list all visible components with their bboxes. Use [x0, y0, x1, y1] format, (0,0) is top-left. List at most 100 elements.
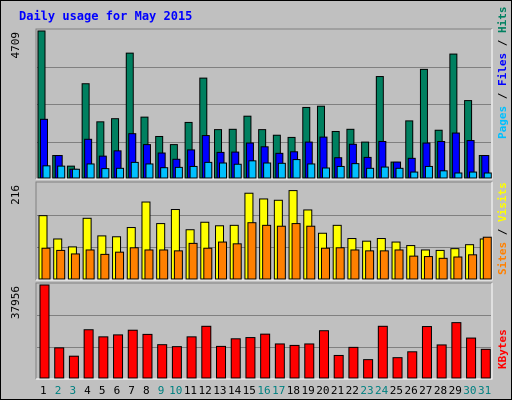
sites-bar: [320, 247, 330, 280]
visits-sites-legend-part: Sites: [496, 242, 509, 275]
pages-bar: [454, 172, 463, 179]
kbytes-bar: [333, 354, 344, 379]
hits-files-pages-legend-part: Pages: [496, 106, 509, 139]
chart-panels: 4709 Pages / Files / Hits 216 Sites / Visit…: [9, 7, 509, 380]
day-label: 21: [331, 384, 344, 397]
hits-files-pages-legend-part: Hits: [496, 7, 509, 34]
day-label: 26: [404, 384, 417, 397]
kbytes-bar: [363, 359, 374, 379]
kbytes-bar: [348, 346, 359, 379]
pages-bar: [101, 168, 110, 179]
sites-bar: [247, 222, 257, 280]
kbytes-bar: [68, 355, 79, 379]
kbytes-bar: [98, 336, 109, 379]
pages-bar: [86, 163, 95, 179]
day-label: 2: [55, 384, 62, 397]
day-label: 3: [69, 384, 76, 397]
kbytes-bar: [142, 333, 153, 379]
kbytes-bar: [113, 334, 124, 379]
hits-files-pages-legend-part: /: [496, 33, 509, 53]
sites-bar: [453, 256, 463, 280]
pages-bar: [145, 163, 154, 179]
sites-bar: [262, 224, 272, 280]
sites-bar: [41, 247, 51, 280]
panel-visits-sites-shadow: [35, 181, 492, 280]
kbytes-bar: [245, 337, 256, 379]
day-label: 24: [375, 384, 389, 397]
pages-bar: [204, 161, 213, 179]
sites-bar: [468, 254, 478, 280]
sites-bar: [365, 250, 375, 280]
hits-max-label: 4709: [9, 32, 22, 59]
kbytes-bar: [39, 284, 50, 379]
sites-bar: [335, 247, 345, 280]
panel-kbytes-highlight: [36, 283, 493, 380]
sites-bar: [438, 257, 448, 280]
day-label: 12: [199, 384, 212, 397]
day-label: 15: [243, 384, 256, 397]
visits-sites-legend-part: /: [496, 222, 509, 242]
panel-visits-sites-highlight: [36, 182, 493, 281]
panel-hits-files-pages-shadow: [35, 28, 492, 179]
sites-bar: [129, 247, 139, 280]
pages-bar: [439, 170, 448, 179]
kbytes-bar: [421, 326, 432, 379]
kbytes-bar: [127, 329, 138, 379]
kbytes-bar: [451, 322, 462, 379]
pages-bar: [424, 165, 433, 179]
kbytes-bar: [186, 336, 197, 379]
kbytes-bar: [318, 330, 329, 379]
sites-bar: [144, 249, 154, 280]
kbytes-bar: [274, 343, 285, 379]
day-label: 1: [40, 384, 47, 397]
kbytes-bar: [466, 337, 477, 379]
day-label: 7: [128, 384, 135, 397]
kbytes-legend: KBytes: [496, 329, 509, 369]
kbytes-bar: [480, 348, 491, 379]
pages-bar: [189, 165, 198, 179]
kbytes-bar: [289, 344, 300, 379]
day-label: 18: [287, 384, 300, 397]
sites-bar: [482, 236, 492, 280]
day-axis: 1 2 3 4 5 6 7 8 9 10 11 12 13 14 15 16 17 18 19 20 21 22 23 24 2…: [40, 384, 491, 397]
pages-bar: [130, 161, 139, 179]
sites-bar: [350, 249, 360, 280]
kbytes-max-label: 37956: [9, 286, 22, 319]
sites-bar: [115, 251, 125, 280]
sites-bar: [232, 243, 242, 280]
pages-bar: [277, 162, 286, 179]
pages-bar: [410, 171, 419, 179]
sites-bar: [379, 250, 389, 280]
files-bar: [451, 132, 460, 179]
day-label: 6: [114, 384, 121, 397]
pages-bar: [483, 172, 492, 179]
day-label: 9: [158, 384, 165, 397]
day-label: 19: [302, 384, 315, 397]
hits-files-pages-legend-part: /: [496, 86, 509, 106]
kbytes-bar: [157, 344, 168, 379]
pages-bar: [116, 167, 125, 179]
pages-bar: [219, 162, 228, 179]
pages-bar: [292, 159, 301, 179]
sites-bar: [188, 242, 198, 280]
pages-bar: [366, 167, 375, 179]
day-label: 25: [390, 384, 403, 397]
day-label: 5: [99, 384, 106, 397]
kbytes-bar: [83, 329, 94, 379]
pages-bar: [336, 165, 345, 179]
sites-bar: [409, 255, 419, 280]
kbytes-legend-part: KBytes: [496, 329, 509, 369]
day-label: 16: [257, 384, 270, 397]
pages-bar: [469, 171, 478, 179]
kbytes-bar: [436, 344, 447, 379]
chart-title: Daily usage for May 2015: [19, 9, 192, 23]
sites-bar: [291, 223, 301, 280]
pages-bar: [380, 166, 389, 179]
visits-sites-panel: 216 Sites / Visits: [9, 181, 509, 281]
day-label: 29: [449, 384, 462, 397]
sites-bar: [276, 225, 286, 280]
kbytes-bar: [54, 347, 65, 379]
pages-bar: [174, 166, 183, 179]
